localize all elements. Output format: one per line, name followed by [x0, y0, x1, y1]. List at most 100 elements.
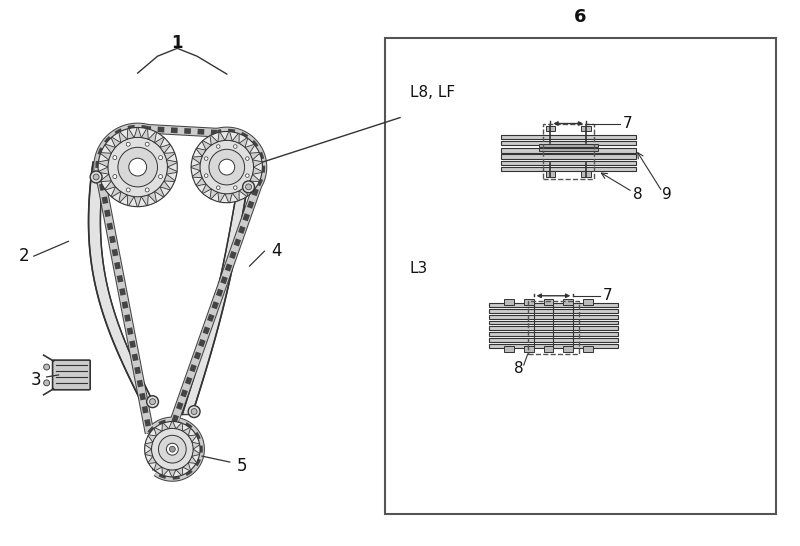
Circle shape — [217, 186, 220, 189]
Polygon shape — [145, 442, 153, 449]
Bar — [489, 302, 618, 307]
Bar — [583, 346, 593, 352]
Polygon shape — [202, 141, 211, 150]
Circle shape — [188, 406, 200, 418]
Polygon shape — [250, 152, 260, 160]
Polygon shape — [119, 192, 127, 203]
Circle shape — [217, 145, 220, 149]
Polygon shape — [162, 467, 169, 476]
Circle shape — [151, 429, 193, 470]
Text: 7: 7 — [623, 116, 633, 131]
Bar — [563, 346, 574, 352]
Circle shape — [234, 186, 237, 189]
Circle shape — [158, 435, 186, 463]
Polygon shape — [188, 435, 197, 442]
Bar — [489, 345, 618, 348]
Polygon shape — [148, 435, 157, 442]
Bar — [563, 299, 574, 305]
Circle shape — [246, 174, 249, 177]
Polygon shape — [164, 152, 175, 160]
Circle shape — [191, 408, 197, 414]
Bar — [501, 167, 635, 171]
Circle shape — [158, 175, 162, 179]
Bar — [489, 321, 618, 324]
Bar — [501, 161, 635, 165]
Polygon shape — [182, 462, 190, 471]
Polygon shape — [182, 428, 190, 436]
Polygon shape — [105, 144, 115, 153]
Circle shape — [113, 175, 117, 179]
Polygon shape — [111, 137, 121, 147]
Polygon shape — [169, 422, 176, 429]
Polygon shape — [119, 132, 127, 143]
Circle shape — [145, 143, 149, 146]
Polygon shape — [239, 187, 248, 197]
Polygon shape — [101, 152, 111, 160]
Polygon shape — [160, 144, 170, 153]
Bar — [504, 346, 514, 352]
Circle shape — [90, 171, 102, 183]
Polygon shape — [166, 160, 177, 167]
Bar — [524, 346, 534, 352]
Polygon shape — [250, 174, 260, 182]
Bar — [501, 141, 635, 145]
Text: L3: L3 — [410, 260, 428, 276]
Bar — [546, 126, 555, 132]
Circle shape — [44, 380, 50, 386]
Polygon shape — [127, 128, 134, 139]
Bar — [489, 314, 618, 318]
Bar — [501, 149, 635, 153]
Circle shape — [170, 446, 175, 452]
Polygon shape — [148, 192, 157, 203]
Polygon shape — [105, 181, 115, 190]
Text: 1: 1 — [171, 34, 183, 52]
Bar — [501, 154, 635, 159]
Polygon shape — [245, 144, 254, 153]
Polygon shape — [134, 197, 142, 207]
Bar — [538, 149, 598, 151]
Circle shape — [158, 156, 162, 159]
Polygon shape — [134, 128, 142, 138]
Circle shape — [44, 364, 50, 370]
Polygon shape — [253, 160, 262, 167]
Circle shape — [126, 143, 130, 146]
Circle shape — [246, 157, 249, 161]
Circle shape — [200, 140, 254, 194]
Bar — [489, 339, 618, 342]
Text: 5: 5 — [236, 457, 247, 475]
Polygon shape — [98, 160, 109, 167]
Text: 6: 6 — [574, 8, 586, 26]
Polygon shape — [164, 174, 175, 182]
Circle shape — [98, 128, 178, 207]
Polygon shape — [192, 442, 200, 449]
Polygon shape — [232, 133, 239, 144]
Circle shape — [118, 147, 158, 187]
Bar — [538, 144, 598, 147]
Circle shape — [209, 149, 245, 185]
Bar — [524, 299, 534, 305]
Text: 9: 9 — [662, 187, 672, 203]
Circle shape — [246, 184, 251, 190]
Polygon shape — [188, 456, 197, 464]
Polygon shape — [154, 137, 164, 147]
Polygon shape — [176, 467, 182, 476]
Text: L8, LF: L8, LF — [410, 85, 455, 100]
Bar — [385, 38, 776, 514]
Polygon shape — [232, 191, 239, 201]
Polygon shape — [148, 456, 157, 464]
Polygon shape — [162, 423, 169, 431]
Polygon shape — [245, 181, 254, 190]
Polygon shape — [101, 174, 111, 182]
Circle shape — [146, 396, 158, 408]
Circle shape — [205, 174, 208, 177]
Polygon shape — [145, 449, 153, 456]
FancyBboxPatch shape — [53, 360, 90, 390]
Bar — [528, 301, 579, 354]
Polygon shape — [196, 178, 206, 186]
Polygon shape — [176, 423, 182, 431]
Bar — [581, 126, 591, 132]
Polygon shape — [218, 192, 225, 202]
Polygon shape — [202, 184, 211, 193]
Polygon shape — [196, 148, 206, 157]
Bar — [581, 171, 591, 177]
